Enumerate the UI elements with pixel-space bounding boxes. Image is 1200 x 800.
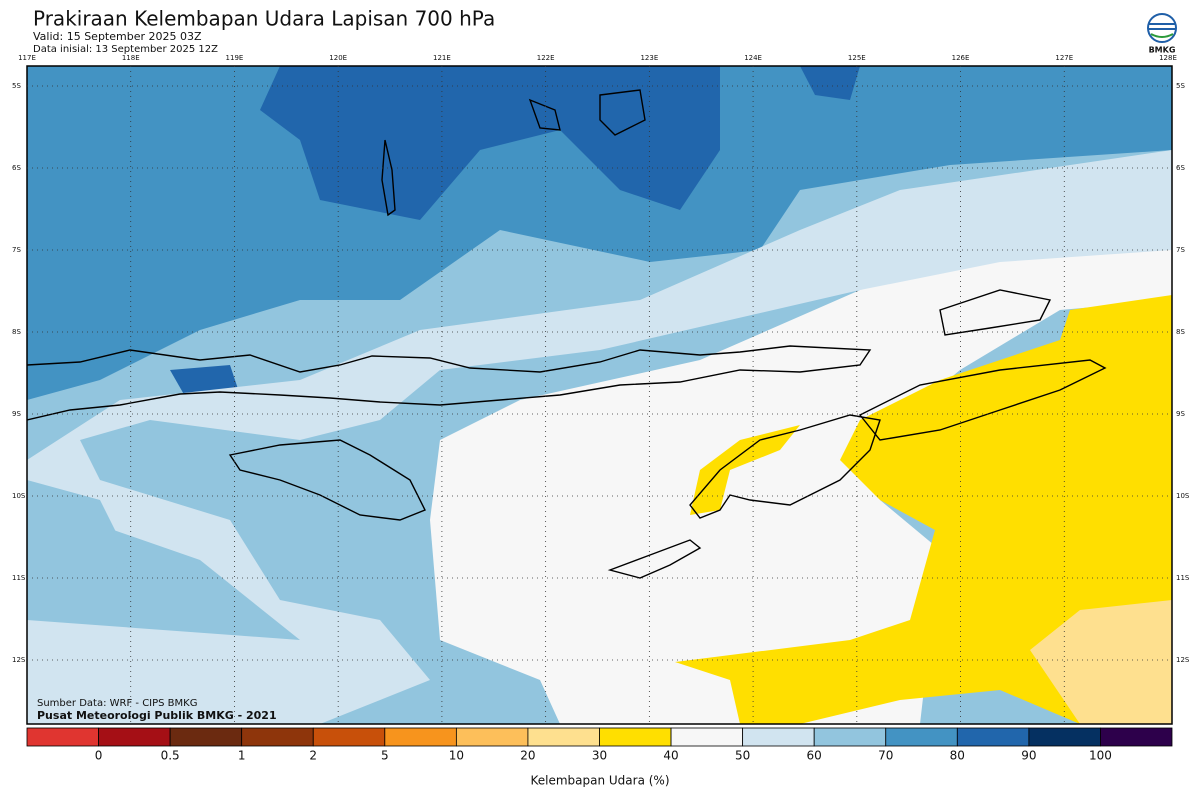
lat-label: 5S	[12, 82, 21, 90]
lon-label: 121E	[433, 54, 451, 62]
lat-label: 6S	[12, 164, 21, 172]
lon-label: 124E	[744, 54, 762, 62]
lon-label: 122E	[537, 54, 555, 62]
lon-label: 126E	[952, 54, 970, 62]
lat-label-right: 7S	[1176, 246, 1185, 254]
colorbar-tick-label: 5	[381, 749, 389, 763]
lat-label-right: 5S	[1176, 82, 1185, 90]
colorbar-tick-label: 0.5	[161, 749, 180, 763]
colorbar-swatch	[527, 727, 600, 747]
colorbar: 0 0.5 1 2 5 10 20 30 40 50 60 70 80 90 100	[26, 727, 1173, 763]
lat-label-right: 10S	[1176, 492, 1190, 500]
map-frame	[26, 65, 1173, 725]
colorbar-swatch	[169, 727, 243, 747]
graticule: 117E 118E 119E 120E 121E 122E 123E 124E 125E 126E…	[12, 54, 1190, 724]
logo-text: BMKG	[1149, 46, 1176, 55]
lat-label: 7S	[12, 246, 21, 254]
colorbar-tick-label: 100	[1089, 749, 1112, 763]
colorbar-tick-label: 30	[592, 749, 607, 763]
colorbar-tick-label: 10	[449, 749, 464, 763]
coastlines	[27, 89, 1107, 579]
lat-label-right: 11S	[1176, 574, 1190, 582]
valid: Valid: 15 September 2025 03Z	[33, 30, 202, 43]
title: Prakiraan Kelembapan Udara Lapisan 700 h…	[33, 7, 495, 31]
lat-label: 12S	[12, 656, 26, 664]
lon-label: 127E	[1055, 54, 1073, 62]
colorbar-title: Kelembapan Udara (%)	[530, 774, 669, 788]
colorbar-swatch	[98, 727, 171, 747]
humidity-field	[27, 66, 1172, 724]
lon-label: 118E	[122, 54, 140, 62]
lon-label: 117E	[18, 54, 36, 62]
lat-label-right: 8S	[1176, 328, 1185, 336]
initial: Data inisial: 13 September 2025 12Z	[33, 44, 218, 55]
colorbar-swatch	[956, 727, 1030, 747]
lat-label-right: 6S	[1176, 164, 1185, 172]
lat-label: 8S	[12, 328, 21, 336]
colorbar-swatch	[599, 727, 672, 747]
colorbar-swatch	[742, 727, 815, 747]
colorbar-swatch	[670, 727, 744, 747]
lon-label: 125E	[848, 54, 866, 62]
lat-label: 9S	[12, 410, 21, 418]
colorbar-swatch	[813, 727, 887, 747]
colorbar-tick-label: 50	[735, 749, 750, 763]
colorbar-swatch	[384, 727, 457, 747]
colorbar-tick-label: 90	[1021, 749, 1036, 763]
colorbar-tick-label: 20	[520, 749, 535, 763]
colorbar-swatch	[885, 727, 958, 747]
lat-label: 10S	[12, 492, 26, 500]
colorbar-tick-label: 1	[238, 749, 246, 763]
lon-label: 119E	[226, 54, 244, 62]
lon-label: 123E	[640, 54, 658, 62]
colorbar-tick-label: 2	[309, 749, 317, 763]
logo: BMKG	[1147, 13, 1177, 55]
colorbar-tick-label: 60	[807, 749, 822, 763]
lat-label-right: 9S	[1176, 410, 1185, 418]
lon-label: 120E	[329, 54, 347, 62]
credit: Pusat Meteorologi Publik BMKG - 2021	[37, 709, 277, 722]
colorbar-tick-label: 40	[663, 749, 678, 763]
colorbar-swatch	[312, 727, 386, 747]
colorbar-tick-label: 80	[950, 749, 965, 763]
source: Sumber Data: WRF - CIPS BMKG	[37, 698, 197, 709]
lat-label-right: 12S	[1176, 656, 1190, 664]
lon-label: 128E	[1159, 54, 1177, 62]
lat-label: 11S	[12, 574, 26, 582]
colorbar-swatch	[1028, 727, 1101, 747]
colorbar-tick-label: 70	[878, 749, 893, 763]
colorbar-tick-label: 0	[95, 749, 103, 763]
colorbar-swatch	[455, 727, 529, 747]
colorbar-swatch	[241, 727, 314, 747]
colorbar-swatch	[26, 727, 99, 747]
colorbar-swatch	[1100, 727, 1173, 747]
